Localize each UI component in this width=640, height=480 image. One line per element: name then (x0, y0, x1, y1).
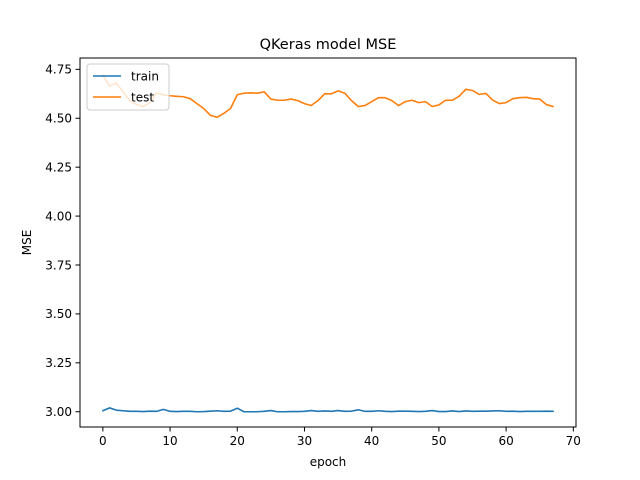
legend-label-train: train (131, 69, 159, 83)
y-tick-label: 4.00 (45, 209, 72, 223)
x-tick-label: 10 (162, 434, 177, 448)
legend: train test (86, 63, 170, 111)
y-axis-label: MSE (20, 230, 34, 256)
x-tick-label: 20 (230, 434, 245, 448)
y-tick-label: 4.75 (45, 63, 72, 77)
x-tick-label: 60 (498, 434, 513, 448)
x-tick-label: 50 (431, 434, 446, 448)
x-tick-label: 40 (364, 434, 379, 448)
y-tick-label: 4.50 (45, 112, 72, 126)
y-tick-label: 4.25 (45, 160, 72, 174)
x-axis: 0 10 20 30 40 50 60 70 (99, 427, 581, 448)
series-line-train (102, 407, 554, 413)
plot-frame (79, 57, 577, 428)
x-axis-label: epoch (310, 455, 347, 469)
y-axis: 3.00 3.25 3.50 3.75 4.00 4.25 4.50 4.75 (45, 63, 80, 419)
y-tick-label: 3.50 (45, 307, 72, 321)
series-line-test (102, 74, 554, 119)
chart-title: QKeras model MSE (260, 37, 397, 53)
y-tick-label: 3.75 (45, 258, 72, 272)
legend-label-test: test (131, 90, 154, 104)
y-tick-label: 3.25 (45, 356, 72, 370)
x-tick-label: 70 (566, 434, 581, 448)
y-tick-label: 3.00 (45, 405, 72, 419)
series-layer (102, 74, 554, 413)
x-tick-label: 30 (297, 434, 312, 448)
x-tick-label: 0 (99, 434, 107, 448)
